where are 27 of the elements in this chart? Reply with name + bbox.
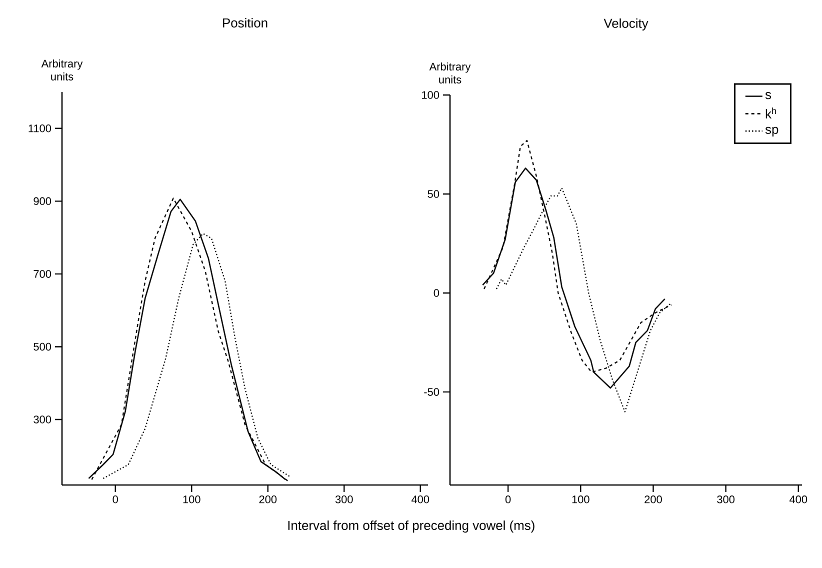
y-tick-label: 500 xyxy=(34,342,52,351)
x-tick-label: 400 xyxy=(411,496,430,504)
y-tick-label: 50 xyxy=(428,190,440,198)
y-tick-label: 700 xyxy=(34,270,52,278)
y-tick-label: 100 xyxy=(422,91,440,99)
legend-label: sp xyxy=(765,126,778,137)
chart-title: Velocity xyxy=(604,18,648,30)
y-axis-title: Arbitrary units xyxy=(429,62,471,84)
x-tick-label: 200 xyxy=(259,496,277,504)
y-tick-label: 900 xyxy=(34,197,52,206)
chart-title: Position xyxy=(223,18,268,28)
x-tick-label: 100 xyxy=(183,496,200,504)
x-tick-label: 200 xyxy=(644,496,662,504)
y-tick-label: 300 xyxy=(34,416,52,424)
x-tick-label: 300 xyxy=(717,496,735,504)
x-tick-label: 100 xyxy=(572,496,590,504)
legend-label: k$^{h}$ xyxy=(766,107,776,118)
y-tick-label: -50 xyxy=(424,388,440,396)
x-axis-title: Interval from offset of preceding vowel (ms) xyxy=(288,520,534,533)
x-tick-label: 400 xyxy=(789,496,808,504)
y-tick-label: 1100 xyxy=(28,124,52,132)
x-tick-label: 0 xyxy=(505,496,511,504)
y-tick-label: 0 xyxy=(434,289,440,297)
y-axis-title: Arbitrary units xyxy=(41,59,83,80)
x-tick-label: 300 xyxy=(335,496,353,504)
legend-label: s xyxy=(765,92,772,100)
x-tick-label: 0 xyxy=(112,496,118,504)
